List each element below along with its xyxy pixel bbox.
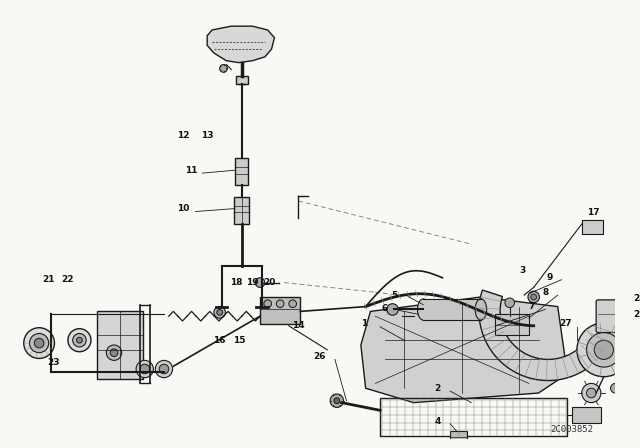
- FancyBboxPatch shape: [235, 158, 248, 185]
- Text: 19: 19: [246, 278, 259, 287]
- Circle shape: [255, 278, 265, 287]
- Circle shape: [582, 383, 601, 403]
- Text: 16: 16: [213, 336, 226, 345]
- Circle shape: [387, 304, 398, 315]
- Circle shape: [334, 398, 340, 404]
- Circle shape: [156, 360, 173, 378]
- Bar: [380, 398, 567, 436]
- Polygon shape: [479, 290, 614, 380]
- FancyBboxPatch shape: [236, 76, 248, 84]
- Circle shape: [586, 332, 621, 367]
- Circle shape: [330, 394, 344, 407]
- Ellipse shape: [475, 299, 486, 320]
- Circle shape: [110, 349, 118, 357]
- Text: 22: 22: [61, 275, 74, 284]
- Circle shape: [24, 328, 54, 358]
- FancyBboxPatch shape: [596, 300, 634, 332]
- Circle shape: [531, 294, 536, 300]
- Text: 24: 24: [633, 294, 640, 303]
- Text: 14: 14: [292, 321, 305, 330]
- Text: 26: 26: [314, 352, 326, 361]
- Text: 6: 6: [381, 304, 388, 313]
- Text: 20: 20: [264, 278, 276, 287]
- Text: 1: 1: [360, 319, 367, 328]
- FancyBboxPatch shape: [97, 311, 143, 379]
- Text: 15: 15: [232, 336, 245, 345]
- Text: 5: 5: [391, 291, 397, 300]
- Circle shape: [264, 300, 271, 308]
- Circle shape: [276, 300, 284, 308]
- Text: 8: 8: [542, 288, 548, 297]
- Text: 23: 23: [47, 358, 60, 367]
- Circle shape: [29, 333, 49, 353]
- Circle shape: [214, 306, 225, 318]
- Text: 2: 2: [435, 384, 441, 393]
- FancyBboxPatch shape: [450, 431, 467, 443]
- FancyBboxPatch shape: [234, 197, 250, 224]
- Circle shape: [35, 338, 44, 348]
- Circle shape: [611, 383, 620, 393]
- Text: 27: 27: [559, 319, 572, 328]
- Text: 9: 9: [547, 273, 553, 282]
- Circle shape: [77, 337, 83, 343]
- Text: 18: 18: [230, 278, 242, 287]
- Circle shape: [140, 364, 150, 374]
- FancyBboxPatch shape: [260, 297, 300, 324]
- Text: 25: 25: [633, 310, 640, 319]
- FancyBboxPatch shape: [572, 407, 601, 423]
- Circle shape: [577, 323, 630, 377]
- Bar: [423, 299, 481, 320]
- Circle shape: [586, 388, 596, 398]
- Circle shape: [220, 65, 227, 72]
- Polygon shape: [207, 26, 275, 63]
- Text: 13: 13: [201, 131, 213, 140]
- Text: 7: 7: [529, 302, 535, 311]
- Circle shape: [505, 298, 515, 308]
- Text: 11: 11: [184, 166, 197, 175]
- Text: 12: 12: [177, 131, 189, 140]
- FancyBboxPatch shape: [495, 314, 529, 336]
- Polygon shape: [361, 297, 567, 403]
- Circle shape: [528, 291, 540, 303]
- Text: 21: 21: [42, 275, 55, 284]
- Circle shape: [136, 360, 154, 378]
- Ellipse shape: [417, 299, 429, 320]
- Text: 4: 4: [435, 418, 441, 426]
- Text: 10: 10: [177, 204, 189, 213]
- Circle shape: [594, 340, 613, 359]
- Circle shape: [289, 300, 296, 308]
- Text: 3: 3: [519, 266, 525, 275]
- Text: 2C003852: 2C003852: [550, 425, 593, 434]
- Circle shape: [106, 345, 122, 360]
- Circle shape: [618, 302, 628, 311]
- FancyBboxPatch shape: [582, 220, 603, 233]
- Circle shape: [159, 364, 169, 374]
- Text: 17: 17: [587, 208, 600, 217]
- Circle shape: [73, 333, 86, 347]
- Circle shape: [68, 329, 91, 352]
- Circle shape: [217, 310, 223, 315]
